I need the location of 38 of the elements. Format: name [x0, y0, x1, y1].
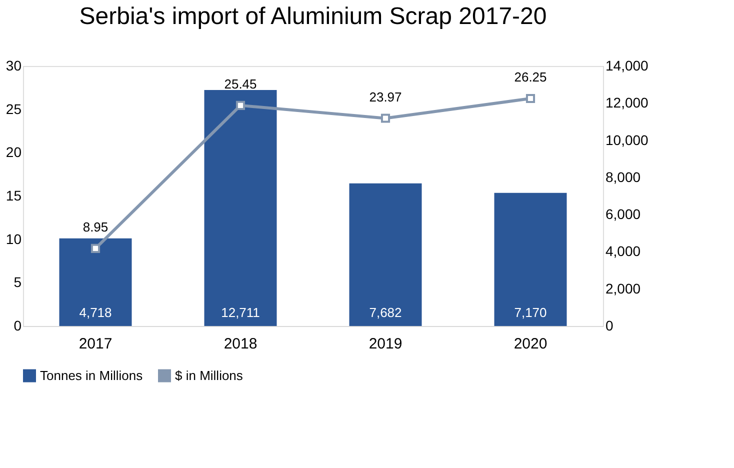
y-tick-label: 25	[6, 100, 22, 117]
point	[526, 94, 536, 104]
y-tick-label: 10	[6, 230, 22, 247]
chart-title: Serbia's import of Aluminium Scrap 2017-20	[79, 3, 547, 30]
x-tick-label: 2020	[514, 336, 548, 352]
x-tick-label: 2017	[78, 336, 112, 352]
data-label: 4,718	[79, 305, 112, 320]
legend-label: $ in Millions	[175, 368, 244, 383]
y-tick-label: 30	[6, 58, 22, 74]
y2-tick-label: 2,000	[606, 280, 641, 296]
x-tick-label: 2018	[224, 336, 258, 352]
y-tick-label: 20	[6, 144, 22, 160]
data-label: 7,682	[369, 305, 402, 320]
point	[90, 244, 100, 253]
bar	[204, 90, 277, 326]
point	[380, 114, 390, 123]
legend-label: Tonnes in Millions	[40, 368, 144, 383]
y-tick-label: 5	[14, 274, 22, 290]
y-tick-label: 0	[14, 318, 22, 334]
bar	[494, 192, 567, 326]
bar	[349, 183, 422, 326]
data-label: 23.97	[369, 89, 402, 104]
y-tick-label: 15	[6, 188, 22, 204]
y2-tick-label: 12,000	[606, 94, 649, 111]
x-tick-label: 2019	[368, 336, 402, 352]
point	[236, 100, 246, 110]
data-label: 25.45	[224, 76, 257, 92]
data-label: 8.95	[82, 219, 108, 234]
bar	[59, 238, 132, 326]
y2-tick-label: 4,000	[606, 243, 641, 260]
y2-tick-label: 10,000	[606, 132, 649, 148]
y2-tick-label: 14,000	[606, 58, 649, 74]
data-label: 12,711	[221, 305, 260, 320]
data-label: 7,170	[514, 305, 547, 320]
data-label: 26.25	[514, 70, 547, 84]
y2-tick-label: 8,000	[606, 168, 641, 185]
y2-tick-label: 6,000	[606, 206, 641, 222]
y2-tick-label: 0	[606, 318, 614, 334]
